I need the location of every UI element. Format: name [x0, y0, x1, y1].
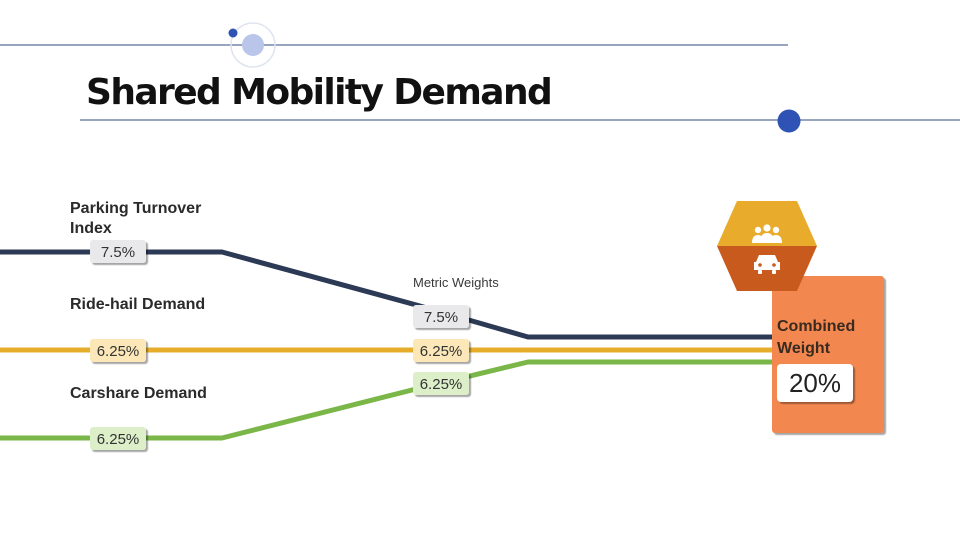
- badge-value: 6.25%: [420, 343, 463, 360]
- badge-bg: [90, 240, 146, 263]
- weight-badge-ridehail-mid: 6.25%: [413, 339, 469, 362]
- badge-bg: [90, 339, 146, 362]
- combined-weight-box: Combined Weight 20%: [772, 276, 884, 433]
- weight-badge-carshare-start: 6.25%: [90, 427, 146, 450]
- badge-value: 7.5%: [101, 244, 135, 261]
- badge-value: 7.5%: [424, 309, 458, 326]
- decor-ring: [230, 22, 276, 68]
- shared-mobility-hex-icon: [717, 201, 817, 291]
- badge-value: 6.25%: [97, 431, 140, 448]
- page-title: Shared Mobility Demand: [86, 72, 551, 113]
- decor-dot-small: [228, 28, 238, 38]
- people-group-icon: [752, 224, 782, 243]
- badge-bg: [90, 427, 146, 450]
- badge-bg: [413, 305, 469, 328]
- decor-dot-light: [242, 34, 264, 56]
- hex-top-half: [717, 201, 817, 246]
- total-badge-bg: [777, 364, 853, 402]
- combined-total-value: 20%: [789, 368, 841, 398]
- metric-label-carshare: Carshare Demand: [70, 385, 207, 402]
- badge-value: 6.25%: [97, 343, 140, 360]
- combined-weight-label: Combined Weight: [777, 318, 860, 357]
- header-decoration: [0, 22, 960, 133]
- weight-badge-parking-mid: 7.5%: [413, 305, 469, 328]
- badge-value: 6.25%: [420, 376, 463, 393]
- badge-bg: [413, 372, 469, 395]
- car-icon: [754, 255, 780, 274]
- weight-badge-ridehail-start: 6.25%: [90, 339, 146, 362]
- metric-weights-caption: Metric Weights: [413, 275, 499, 290]
- metric-label-parking: Parking Turnover Index: [70, 200, 206, 237]
- weight-badge-carshare-mid: 6.25%: [413, 372, 469, 395]
- decor-dot-large: [777, 109, 801, 133]
- weight-badge-parking-start: 7.5%: [90, 240, 146, 263]
- metric-label-ridehail: Ride-hail Demand: [70, 296, 205, 313]
- flow-line-parking: [0, 249, 775, 340]
- badge-bg: [413, 339, 469, 362]
